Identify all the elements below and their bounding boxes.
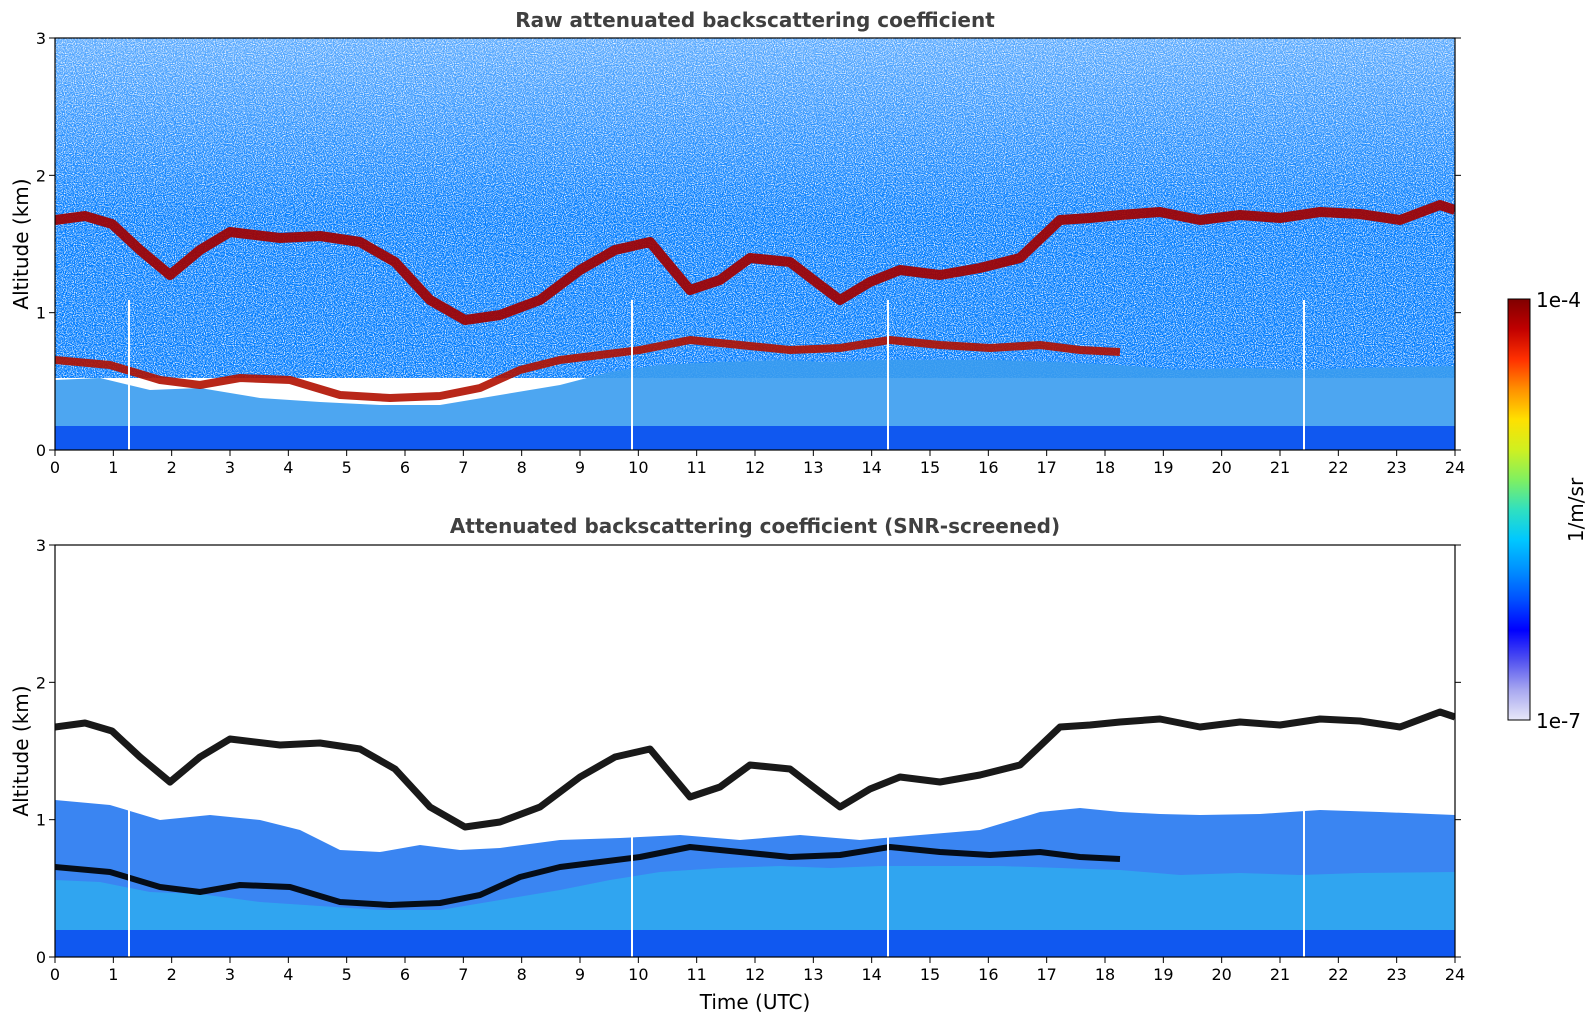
raw-haze-overlay bbox=[55, 38, 1455, 218]
raw-gap-1 bbox=[128, 300, 130, 450]
x-tick-label: 5 bbox=[342, 965, 352, 984]
x-tick-label: 22 bbox=[1328, 965, 1348, 984]
raw-ticks: 0 1 2 3 4 5 6 7 8 9 10 11 12 13 14 15 16 17 18 19 20 21 22 23 24… bbox=[36, 29, 1465, 477]
panel-raw: Raw attenuated backscattering coefficien… bbox=[9, 8, 1465, 477]
colorbar-max-label: 1e-4 bbox=[1536, 288, 1581, 312]
x-tick-label: 21 bbox=[1270, 965, 1290, 984]
colorbar-min-label: 1e-7 bbox=[1536, 709, 1581, 733]
y-tick-label: 1 bbox=[36, 304, 46, 323]
x-tick-label: 7 bbox=[458, 458, 468, 477]
x-tick-label: 20 bbox=[1211, 965, 1231, 984]
x-tick-label: 11 bbox=[686, 965, 706, 984]
raw-gap-4 bbox=[1303, 300, 1305, 450]
panel-screened-title: Attenuated backscattering coefficient (S… bbox=[450, 514, 1060, 538]
x-tick-label: 15 bbox=[920, 965, 940, 984]
y-tick-label: 0 bbox=[36, 441, 46, 460]
x-tick-label: 24 bbox=[1445, 965, 1465, 984]
screened-ylabel: Altitude (km) bbox=[9, 685, 33, 816]
x-tick-label: 2 bbox=[167, 965, 177, 984]
x-tick-label: 12 bbox=[745, 458, 765, 477]
x-tick-label: 13 bbox=[803, 458, 823, 477]
x-tick-label: 23 bbox=[1386, 965, 1406, 984]
x-tick-label: 6 bbox=[400, 965, 410, 984]
x-tick-label: 10 bbox=[628, 458, 648, 477]
screened-surface-band bbox=[55, 930, 1455, 957]
x-tick-label: 18 bbox=[1095, 965, 1115, 984]
x-tick-label: 3 bbox=[225, 458, 235, 477]
x-tick-label: 2 bbox=[167, 458, 177, 477]
y-tick-label: 1 bbox=[36, 811, 46, 830]
x-tick-label: 11 bbox=[686, 458, 706, 477]
x-tick-label: 1 bbox=[108, 965, 118, 984]
raw-cloud-layer bbox=[55, 200, 1455, 325]
raw-gap-2 bbox=[631, 300, 633, 450]
x-tick-label: 10 bbox=[628, 965, 648, 984]
x-tick-label: 17 bbox=[1036, 458, 1056, 477]
x-tick-label: 16 bbox=[978, 965, 998, 984]
x-tick-label: 4 bbox=[283, 458, 293, 477]
x-tick-label: 8 bbox=[517, 458, 527, 477]
x-tick-label: 18 bbox=[1095, 458, 1115, 477]
colorbar: 1e-4 1e-7 1/m/sr bbox=[1507, 288, 1588, 733]
panel-raw-title: Raw attenuated backscattering coefficien… bbox=[515, 8, 995, 32]
y-tick-label: 2 bbox=[36, 673, 46, 692]
colorbar-unit-label: 1/m/sr bbox=[1564, 477, 1588, 542]
x-tick-label: 14 bbox=[861, 458, 881, 477]
raw-boundary-layer bbox=[55, 336, 1121, 402]
x-tick-label: 9 bbox=[575, 965, 585, 984]
x-tick-label: 24 bbox=[1445, 458, 1465, 477]
x-tick-label: 0 bbox=[50, 458, 60, 477]
x-tick-label: 12 bbox=[745, 965, 765, 984]
y-tick-label: 3 bbox=[36, 536, 46, 555]
x-tick-label: 20 bbox=[1211, 458, 1231, 477]
x-tick-label: 19 bbox=[1153, 458, 1173, 477]
screened-gap-1 bbox=[128, 810, 130, 957]
colorbar-gradient bbox=[1507, 298, 1531, 721]
x-tick-label: 6 bbox=[400, 458, 410, 477]
raw-surface-band bbox=[55, 426, 1455, 450]
x-tick-label: 17 bbox=[1036, 965, 1056, 984]
x-tick-label: 16 bbox=[978, 458, 998, 477]
x-tick-label: 23 bbox=[1386, 458, 1406, 477]
y-tick-label: 0 bbox=[36, 948, 46, 967]
x-tick-label: 22 bbox=[1328, 458, 1348, 477]
screened-gap-4 bbox=[1303, 810, 1305, 957]
screened-gap-2 bbox=[631, 810, 633, 957]
x-tick-label: 21 bbox=[1270, 458, 1290, 477]
x-tick-label: 8 bbox=[517, 965, 527, 984]
screened-boundary-layer bbox=[55, 844, 1121, 908]
screened-xlabel: Time (UTC) bbox=[699, 990, 811, 1014]
raw-gap-3 bbox=[887, 300, 889, 450]
x-tick-label: 5 bbox=[342, 458, 352, 477]
x-tick-label: 13 bbox=[803, 965, 823, 984]
screened-gap-3 bbox=[887, 810, 889, 957]
screened-cloud-layer bbox=[55, 708, 1455, 831]
x-tick-label: 19 bbox=[1153, 965, 1173, 984]
screened-ticks: 0 1 2 3 4 5 6 7 8 9 10 11 12 13 14 15 16 17 18 19 20 21 22 23 24… bbox=[36, 536, 1465, 984]
x-tick-label: 7 bbox=[458, 965, 468, 984]
raw-ylabel: Altitude (km) bbox=[9, 178, 33, 309]
x-tick-label: 3 bbox=[225, 965, 235, 984]
x-tick-label: 14 bbox=[861, 965, 881, 984]
y-tick-label: 2 bbox=[36, 166, 46, 185]
x-tick-label: 15 bbox=[920, 458, 940, 477]
x-tick-label: 9 bbox=[575, 458, 585, 477]
panel-screened: Attenuated backscattering coefficient (S… bbox=[9, 514, 1465, 1014]
y-tick-label: 3 bbox=[36, 29, 46, 48]
x-tick-label: 4 bbox=[283, 965, 293, 984]
x-tick-label: 1 bbox=[108, 458, 118, 477]
x-tick-label: 0 bbox=[50, 965, 60, 984]
